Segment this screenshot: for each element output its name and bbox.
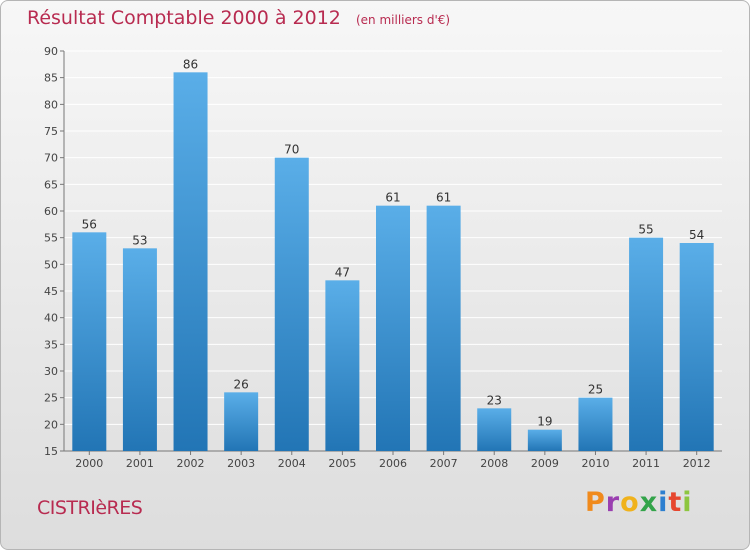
bar-2003 — [224, 392, 259, 451]
x-tick-label: 2004 — [278, 457, 306, 470]
bar-2005 — [325, 280, 360, 451]
y-tick-label: 30 — [44, 365, 58, 378]
logo-letter: r — [605, 487, 621, 518]
value-label: 61 — [385, 191, 400, 205]
value-label: 56 — [82, 217, 97, 231]
y-tick-label: 20 — [44, 418, 58, 431]
y-tick-label: 15 — [44, 445, 58, 458]
x-tick-label: 2011 — [632, 457, 660, 470]
logo-letter: P — [585, 487, 606, 518]
logo-letter: i — [658, 487, 669, 518]
bar-2008 — [477, 408, 512, 451]
value-label: 86 — [183, 57, 198, 71]
bar-2007 — [426, 205, 461, 451]
value-label: 25 — [588, 383, 603, 397]
proxiti-logo: Proxiti — [585, 487, 693, 518]
x-tick-label: 2007 — [430, 457, 458, 470]
y-tick-label: 40 — [44, 312, 58, 325]
value-label: 70 — [284, 143, 299, 157]
logo-letter: t — [668, 487, 683, 518]
bar-2011 — [629, 237, 664, 451]
x-tick-label: 2012 — [683, 457, 711, 470]
y-tick-label: 35 — [44, 338, 58, 351]
value-label: 61 — [436, 191, 451, 205]
bar-2000 — [72, 232, 107, 451]
commune-name: CISTRIèRES — [37, 497, 143, 519]
y-tick-label: 70 — [44, 152, 58, 165]
y-tick-label: 45 — [44, 285, 58, 298]
value-label: 53 — [132, 233, 147, 247]
x-tick-label: 2010 — [581, 457, 609, 470]
y-tick-label: 85 — [44, 72, 58, 85]
title-row: Résultat Comptable 2000 à 2012 (en milli… — [27, 7, 450, 29]
y-tick-label: 75 — [44, 125, 58, 138]
x-tick-label: 2002 — [177, 457, 205, 470]
logo-letter: x — [639, 487, 659, 518]
x-tick-label: 2003 — [227, 457, 255, 470]
bar-2001 — [122, 248, 157, 451]
chart-subtitle: (en milliers d'€) — [355, 13, 451, 27]
y-tick-label: 90 — [44, 45, 58, 58]
labels: 15 20 25 30 35 40 45 50 55 60 65 70 75 80 85 90 2000 56 20… — [44, 45, 711, 470]
value-label: 47 — [335, 265, 350, 279]
bar-2010 — [578, 397, 613, 451]
x-tick-label: 2008 — [480, 457, 508, 470]
chart-title: Résultat Comptable 2000 à 2012 — [27, 7, 341, 29]
logo-letter: o — [620, 487, 640, 518]
bars — [72, 72, 714, 451]
logo-letter: i — [682, 487, 693, 518]
x-tick-label: 2005 — [328, 457, 356, 470]
y-tick-label: 55 — [44, 232, 58, 245]
bar-2002 — [173, 72, 208, 451]
y-tick-label: 65 — [44, 178, 58, 191]
x-tick-label: 2001 — [126, 457, 154, 470]
value-label: 26 — [234, 377, 249, 391]
bar-2006 — [376, 205, 410, 451]
value-label: 55 — [638, 223, 653, 237]
x-tick-label: 2006 — [379, 457, 407, 470]
bar-2009 — [527, 429, 562, 451]
x-tick-label: 2000 — [75, 457, 103, 470]
y-tick-label: 50 — [44, 258, 58, 271]
value-label: 54 — [689, 228, 704, 242]
value-label: 19 — [537, 415, 552, 429]
value-label: 23 — [487, 393, 502, 407]
x-tick-label: 2009 — [531, 457, 559, 470]
y-tick-label: 60 — [44, 205, 58, 218]
y-tick-label: 25 — [44, 392, 58, 405]
bar-2012 — [679, 243, 714, 451]
y-tick-label: 80 — [44, 98, 58, 111]
bar-2004 — [274, 157, 309, 451]
